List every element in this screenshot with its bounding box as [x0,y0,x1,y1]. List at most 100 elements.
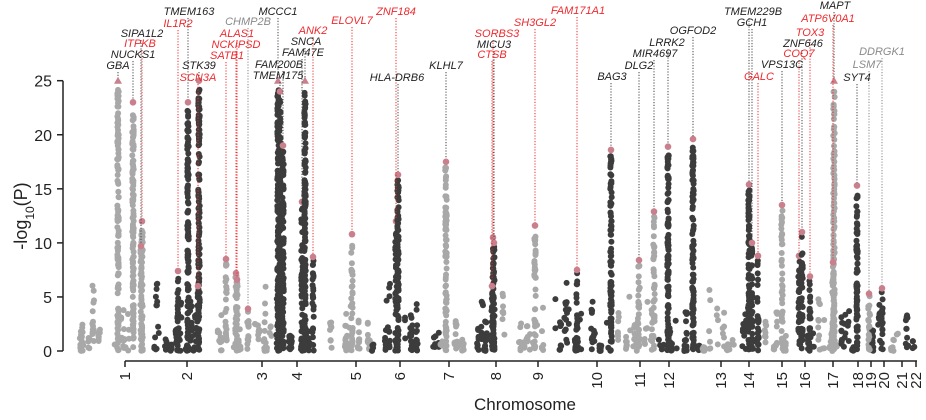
lead-snp-point [222,255,230,263]
data-point [185,221,192,228]
data-point [573,346,580,353]
data-point [114,290,121,297]
data-point [413,301,420,308]
data-point [223,332,230,339]
data-point [302,140,309,147]
data-point [635,279,642,286]
data-point [773,323,780,330]
data-point [395,216,402,223]
data-point [563,279,570,286]
data-point [540,342,547,348]
data-point [853,305,860,312]
data-point [395,183,402,190]
lead-snp-point [348,230,356,238]
data-point [774,318,781,325]
data-point [651,291,658,297]
data-point [95,329,102,336]
data-point [830,199,837,206]
data-point [866,302,873,309]
data-point [491,254,497,261]
data-point [689,193,696,200]
data-point [185,259,192,266]
data-point [233,321,240,328]
data-point [853,280,860,287]
data-point [707,345,714,352]
lead-snp-point [878,284,886,292]
data-point [349,289,356,296]
chromosome-label: 11 [632,372,649,388]
data-point [115,180,122,187]
gene-label: SNCA [291,36,322,48]
data-point [302,129,309,136]
data-point [754,325,761,332]
data-point [689,168,696,175]
data-point [778,256,785,263]
chromosome-label: 1 [117,372,134,380]
data-point [364,320,371,327]
data-point [665,302,672,309]
data-point [114,172,121,178]
gene-label: NCKIPSD [212,39,261,51]
data-point [184,135,191,142]
data-point [740,321,747,327]
data-point [532,274,539,281]
data-point [459,347,466,354]
data-point [349,338,356,345]
data-point [129,138,136,145]
data-point [194,338,201,345]
lead-snp-point [244,305,252,313]
y-tick-label: 25 [34,74,52,91]
lead-snp-point [778,201,786,209]
data-point [490,265,497,272]
data-point [655,336,662,343]
data-point [854,231,861,237]
data-point [130,329,137,336]
gene-label: MCCC1 [258,6,297,18]
data-point [309,295,316,301]
data-point [689,260,696,267]
gene-label: GCH1 [737,17,768,29]
data-point [115,259,122,266]
data-point [302,168,309,175]
data-point [383,297,390,304]
data-point [690,287,697,294]
data-point [799,337,806,344]
data-point [310,342,317,348]
data-point [302,164,309,171]
data-point [865,316,872,323]
data-point [349,283,356,290]
data-point [730,341,737,348]
data-point [115,110,122,117]
data-point [650,318,657,324]
data-point [364,338,371,345]
data-point [327,337,334,344]
data-point [327,321,334,327]
data-point [748,273,755,280]
data-point [223,337,230,344]
data-point [879,346,886,353]
data-point [683,329,690,336]
data-point [830,103,837,110]
data-point [395,331,402,338]
data-point [615,318,622,325]
data-point [644,325,651,332]
data-point [831,225,838,232]
data-point [185,228,192,235]
data-point [607,222,614,229]
data-point [115,336,122,343]
data-point [279,304,286,311]
data-point [342,335,349,342]
lead-snp-point [309,253,317,261]
data-point [443,312,450,319]
data-point [129,167,136,174]
data-point [830,116,837,122]
data-point [854,266,860,272]
data-point [607,171,614,178]
data-point [830,346,837,353]
gene-label: ATP6V0A1 [800,13,855,25]
data-point [348,249,355,256]
chromosome-label: 6 [392,372,409,380]
data-point [309,334,316,341]
data-point [129,232,136,239]
data-point [280,338,287,345]
